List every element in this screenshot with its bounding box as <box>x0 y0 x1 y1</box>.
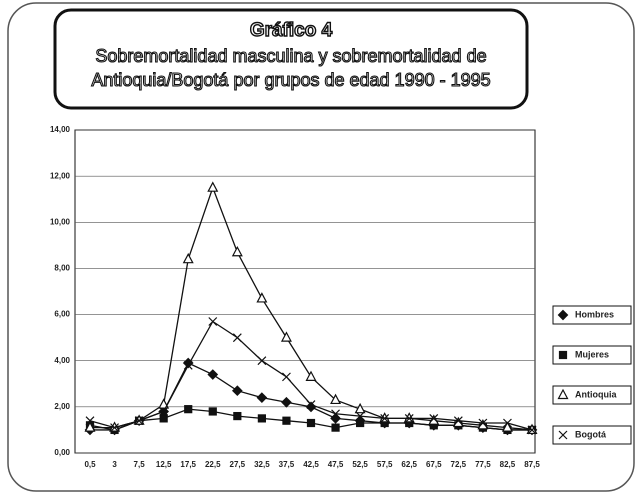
data-point <box>354 402 366 414</box>
data-point <box>256 392 268 403</box>
data-point <box>257 356 267 366</box>
x-tick-label: 82,5 <box>500 460 516 469</box>
data-point <box>159 407 169 416</box>
data-point <box>305 370 317 381</box>
y-tick-label: 0,00 <box>54 448 70 457</box>
x-tick-label: 62,5 <box>401 460 417 469</box>
data-point <box>184 405 193 414</box>
legend-box <box>552 345 632 365</box>
y-tick-label: 12,00 <box>50 171 71 180</box>
data-point <box>159 414 168 423</box>
legend-marker <box>557 388 569 400</box>
x-tick-label: 7,5 <box>134 460 146 469</box>
data-point <box>84 421 96 432</box>
data-point <box>134 416 144 426</box>
data-point <box>306 418 316 428</box>
legend-label: Bogotá <box>575 429 607 439</box>
data-point <box>478 418 488 428</box>
subtitle-box: Sobremortalidad masculina y sobremortali… <box>91 45 491 90</box>
chart-subtitle: Sobremortalidad masculina y sobremortali… <box>91 45 491 90</box>
data-point <box>231 245 243 257</box>
data-point <box>282 416 291 425</box>
x-tick-label: 0,5 <box>84 460 96 469</box>
data-point <box>110 423 119 433</box>
x-tick-label: 32,5 <box>254 460 270 469</box>
data-point <box>356 418 365 428</box>
x-tick-label: 37,5 <box>279 460 295 469</box>
legend-label: Hombres <box>575 309 614 319</box>
x-tick-label: 27,5 <box>230 460 246 469</box>
legend-box <box>552 425 632 445</box>
data-point <box>281 396 292 408</box>
y-tick-label: 8,00 <box>54 264 70 273</box>
data-point <box>429 413 439 423</box>
data-point <box>501 421 513 432</box>
data-point <box>306 400 316 409</box>
x-tick-label: 57,5 <box>377 460 393 469</box>
data-point <box>404 413 414 423</box>
x-tick-label: 72,5 <box>451 460 467 469</box>
data-point <box>85 416 95 426</box>
data-point <box>280 331 292 342</box>
legend-box <box>552 305 632 325</box>
x-tick-label: 67,5 <box>426 460 442 469</box>
data-point <box>183 360 193 370</box>
legend-label: Mujeres <box>575 349 609 359</box>
data-point <box>231 385 243 397</box>
y-tick-label: 6,00 <box>54 310 70 319</box>
legend-marker <box>558 350 568 360</box>
x-tick-label: 22,5 <box>205 460 221 469</box>
chart-title: Gráfico 4 <box>250 20 333 41</box>
legend-box <box>552 385 632 405</box>
x-tick-label: 12,5 <box>156 460 172 469</box>
data-point <box>355 411 365 421</box>
data-point <box>453 416 463 426</box>
y-tick-label: 14,00 <box>50 125 71 134</box>
data-point <box>331 409 340 419</box>
title-box <box>53 8 529 110</box>
x-tick-label: 52,5 <box>352 460 368 469</box>
x-tick-label: 77,5 <box>475 460 491 469</box>
data-point <box>182 252 194 264</box>
data-point <box>207 181 219 192</box>
chart-frame <box>7 2 635 492</box>
x-tick-label: 42,5 <box>303 460 319 469</box>
data-point <box>232 333 242 343</box>
x-tick-label: 3 <box>112 460 117 469</box>
data-point <box>207 369 219 380</box>
legend-marker <box>557 309 569 321</box>
x-tick-label: 47,5 <box>328 460 344 469</box>
data-point <box>282 372 291 382</box>
y-tick-label: 4,00 <box>54 356 70 365</box>
data-point <box>256 292 268 303</box>
data-point <box>380 413 390 423</box>
data-point <box>233 411 242 421</box>
x-tick-label: 87,5 <box>524 460 540 469</box>
data-point <box>503 418 512 428</box>
legend-marker <box>558 430 568 440</box>
data-point <box>330 393 342 405</box>
y-tick-label: 10,00 <box>50 217 71 226</box>
data-point <box>208 317 218 326</box>
data-point <box>208 407 217 416</box>
legend-label: Antioquia <box>575 389 617 399</box>
y-tick-label: 2,00 <box>54 402 70 411</box>
data-point <box>257 414 266 423</box>
data-point <box>527 425 537 435</box>
data-point <box>331 423 340 432</box>
x-tick-label: 17,5 <box>180 460 196 469</box>
